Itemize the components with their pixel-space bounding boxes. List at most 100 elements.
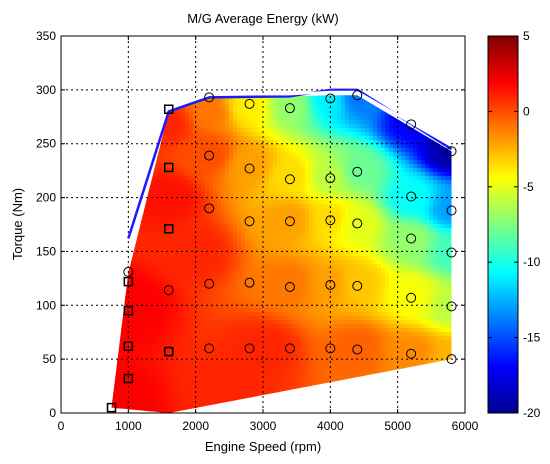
heatmap-cell xyxy=(121,368,126,373)
heatmap-cell xyxy=(133,276,138,281)
heatmap-cell xyxy=(181,376,186,381)
heatmap-cell xyxy=(233,308,238,313)
heatmap-cell xyxy=(149,356,154,361)
heatmap-cell xyxy=(261,356,266,361)
heatmap-cell xyxy=(257,244,262,249)
heatmap-cell xyxy=(217,136,222,141)
heatmap-cell xyxy=(249,368,254,373)
heatmap-cell xyxy=(185,396,190,401)
heatmap-cell xyxy=(217,188,222,193)
heatmap-cell xyxy=(173,172,178,177)
heatmap-cell xyxy=(209,388,214,393)
heatmap-cell xyxy=(189,212,194,217)
heatmap-cell xyxy=(193,328,198,333)
heatmap-cell xyxy=(245,352,250,357)
heatmap-cell xyxy=(173,180,178,185)
heatmap-cell xyxy=(217,304,222,309)
heatmap-cell xyxy=(177,212,182,217)
heatmap-cell xyxy=(241,184,246,189)
heatmap-cell xyxy=(197,356,202,361)
heatmap-cell xyxy=(133,384,138,389)
heatmap-cell xyxy=(225,368,230,373)
heatmap-cell xyxy=(133,360,138,365)
heatmap-cell xyxy=(265,344,270,349)
heatmap-cell xyxy=(265,288,270,293)
heatmap-cell xyxy=(177,188,182,193)
heatmap-cell xyxy=(185,364,190,369)
heatmap-cell xyxy=(153,272,158,277)
heatmap-cell xyxy=(197,248,202,253)
heatmap-cell xyxy=(157,160,162,165)
heatmap-cell xyxy=(145,320,150,325)
heatmap-cell xyxy=(217,388,222,393)
heatmap-cell xyxy=(169,304,174,309)
heatmap-cell xyxy=(149,292,154,297)
heatmap-cell xyxy=(177,192,182,197)
heatmap-cell xyxy=(201,240,206,245)
heatmap-cell xyxy=(233,340,238,345)
heatmap-cell xyxy=(137,252,142,257)
heatmap-cell xyxy=(237,216,242,221)
heatmap-cell xyxy=(185,232,190,237)
heatmap-cell xyxy=(185,332,190,337)
heatmap-cell xyxy=(233,128,238,133)
heatmap-cell xyxy=(257,216,262,221)
heatmap-cell xyxy=(257,300,262,305)
heatmap-cell xyxy=(129,356,134,361)
heatmap-cell xyxy=(165,180,170,185)
heatmap-cell xyxy=(193,116,198,121)
heatmap-cell xyxy=(185,356,190,361)
heatmap-cell xyxy=(189,264,194,269)
heatmap-cell xyxy=(269,212,274,217)
heatmap-cell xyxy=(153,288,158,293)
heatmap-cell xyxy=(177,152,182,157)
heatmap-cell xyxy=(137,328,142,333)
heatmap-cell xyxy=(189,196,194,201)
heatmap-cell xyxy=(197,324,202,329)
heatmap-cell xyxy=(221,400,226,405)
heatmap-cell xyxy=(161,320,166,325)
heatmap-cell xyxy=(149,336,154,341)
heatmap-cell xyxy=(169,388,174,393)
heatmap-cell xyxy=(217,380,222,385)
heatmap-cell xyxy=(233,372,238,377)
heatmap-cell xyxy=(145,260,150,265)
heatmap-cell xyxy=(145,364,150,369)
heatmap-cell xyxy=(161,284,166,289)
heatmap-cell xyxy=(193,176,198,181)
heatmap-cell xyxy=(269,232,274,237)
heatmap-cell xyxy=(141,400,146,405)
heatmap-cell xyxy=(137,276,142,281)
heatmap-cell xyxy=(257,328,262,333)
heatmap-cell xyxy=(117,392,122,397)
heatmap-cell xyxy=(161,180,166,185)
heatmap-cell xyxy=(177,176,182,181)
heatmap-cell xyxy=(149,196,154,201)
heatmap-cell xyxy=(241,296,246,301)
heatmap-cell xyxy=(137,372,142,377)
heatmap-cell xyxy=(149,272,154,277)
heatmap-cell xyxy=(249,200,254,205)
heatmap-cell xyxy=(121,364,126,369)
heatmap-cell xyxy=(197,392,202,397)
heatmap-cell xyxy=(241,160,246,165)
heatmap-cell xyxy=(133,380,138,385)
heatmap-cell xyxy=(241,276,246,281)
heatmap-cell xyxy=(165,140,170,145)
heatmap-cell xyxy=(237,220,242,225)
heatmap-cell xyxy=(185,128,190,133)
heatmap-cell xyxy=(169,300,174,305)
heatmap-cell xyxy=(145,224,150,229)
heatmap-cell xyxy=(249,132,254,137)
heatmap-cell xyxy=(193,248,198,253)
heatmap-cell xyxy=(165,356,170,361)
heatmap-cell xyxy=(189,396,194,401)
heatmap-cell xyxy=(165,216,170,221)
heatmap-cell xyxy=(185,284,190,289)
heatmap-cell xyxy=(141,276,146,281)
heatmap-cell xyxy=(157,308,162,313)
heatmap-cell xyxy=(245,100,250,105)
heatmap-cell xyxy=(149,204,154,209)
heatmap-cell xyxy=(221,296,226,301)
heatmap-cell xyxy=(241,164,246,169)
